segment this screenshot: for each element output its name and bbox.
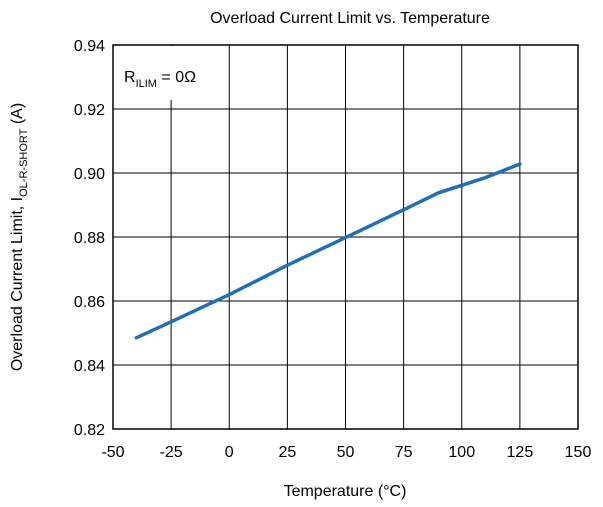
y-tick-label: 0.92: [74, 102, 105, 119]
x-tick-label: 100: [448, 444, 475, 461]
y-tick-label: 0.94: [74, 38, 105, 55]
plot-area: RILIM = 0Ω: [112, 44, 579, 430]
annotation-label: RILIM = 0Ω: [124, 69, 196, 90]
data-point: [227, 293, 231, 297]
data-point: [483, 176, 487, 180]
y-tick-label: 0.90: [74, 166, 105, 183]
data-point: [437, 191, 440, 195]
x-tick-label: 125: [507, 444, 534, 461]
y-axis-label-suffix: (A): [9, 103, 26, 129]
x-tick-labels: -50 -25 0 25 50 75 100 125 150: [101, 444, 591, 461]
x-tick-label: -25: [160, 444, 183, 461]
data-point: [285, 263, 289, 267]
annotation-box: [114, 46, 228, 100]
x-tick-label: 25: [278, 444, 296, 461]
annotation-subscript: ILIM: [136, 78, 157, 90]
x-tick-label: 50: [337, 444, 355, 461]
data-point: [169, 320, 173, 324]
data-point: [402, 208, 406, 212]
annotation-main: R: [124, 69, 136, 86]
y-tick-label: 0.84: [74, 358, 105, 375]
data-point: [134, 336, 138, 340]
data-point: [518, 162, 522, 166]
y-axis-label: Overload Current Limit, IOL-R-SHORT (A): [9, 103, 30, 371]
y-tick-label: 0.86: [74, 294, 105, 311]
y-tick-label: 0.82: [74, 422, 105, 439]
y-axis-label-subscript: OL-R-SHORT: [18, 128, 30, 197]
y-axis-label-main: Overload Current Limit, I: [9, 197, 26, 371]
x-tick-label: 150: [565, 444, 592, 461]
y-tick-labels: 0.82 0.84 0.86 0.88 0.90 0.92 0.94: [74, 38, 105, 439]
x-axis-label: Temperature (°C): [284, 483, 407, 500]
y-tick-label: 0.88: [74, 230, 105, 247]
data-points: [134, 162, 522, 340]
x-tick-label: 0: [225, 444, 234, 461]
series-line: [134, 162, 522, 340]
gridlines: [113, 45, 578, 429]
data-point: [344, 236, 347, 240]
x-tick-label: 75: [395, 444, 413, 461]
annotation-suffix: = 0Ω: [157, 69, 196, 86]
chart-title: Overload Current Limit vs. Temperature: [210, 10, 490, 27]
x-tick-label: -50: [101, 444, 124, 461]
